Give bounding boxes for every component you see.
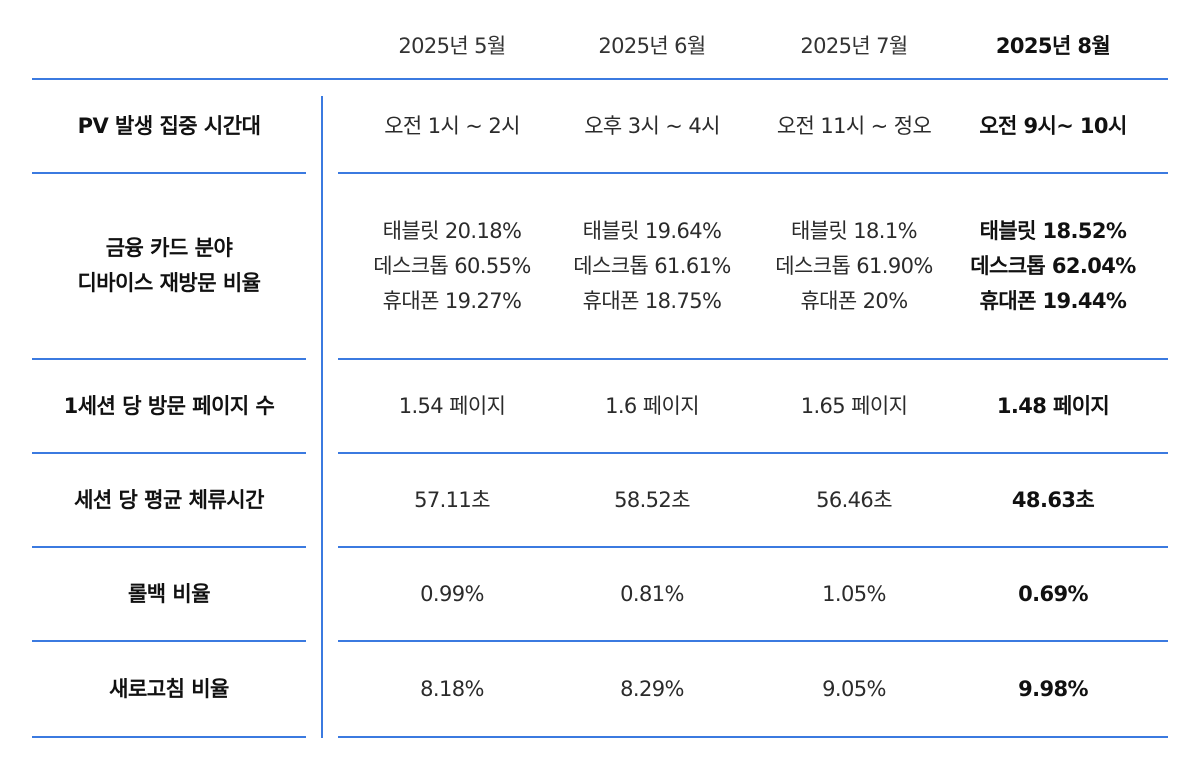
header-divider (32, 78, 1168, 80)
value-cell: 오전 11시 ~ 정오 (776, 113, 932, 138)
value-line: 태블릿 18.52% (979, 218, 1127, 243)
row-divider (338, 358, 1168, 360)
value-line: 데스크톱 61.90% (775, 253, 933, 278)
value-cell: 1.65 페이지 (800, 393, 908, 418)
label-column-divider (321, 96, 323, 738)
column-header-june: 2025년 6월 (598, 33, 706, 58)
value-cell-highlight: 태블릿 18.52% 데스크톱 62.04% 휴대폰 19.44% (953, 174, 1153, 358)
value-line: 데스크톱 61.61% (573, 253, 731, 278)
value-cell-highlight: 0.69% (1018, 581, 1088, 606)
row-label-refresh-ratio: 새로고침 비율 (109, 676, 229, 701)
row-divider (32, 546, 306, 548)
value-cell: 태블릿 18.1% 데스크톱 61.90% 휴대폰 20% (754, 174, 954, 358)
column-header-august: 2025년 8월 (995, 33, 1111, 58)
row-divider (338, 452, 1168, 454)
value-line: 휴대폰 19.27% (382, 288, 522, 313)
row-divider (32, 640, 306, 642)
value-line: 데스크톱 60.55% (373, 253, 531, 278)
value-cell: 8.29% (620, 676, 684, 701)
value-line: 휴대폰 19.44% (979, 288, 1127, 313)
row-label-device-revisit: 금융 카드 분야 디바이스 재방문 비율 (32, 174, 306, 358)
row-divider (32, 358, 306, 360)
value-cell-highlight: 오전 9시~ 10시 (979, 113, 1127, 138)
value-cell: 1.05% (822, 581, 886, 606)
value-line: 휴대폰 20% (800, 288, 908, 313)
value-line: 휴대폰 18.75% (582, 288, 722, 313)
row-label-rollback-ratio: 롤백 비율 (127, 581, 211, 606)
value-cell-highlight: 9.98% (1018, 676, 1088, 701)
row-label-avg-session-duration: 세션 당 평균 체류시간 (74, 487, 264, 512)
value-line: 태블릿 18.1% (791, 218, 918, 243)
value-cell: 태블릿 20.18% 데스크톱 60.55% 휴대폰 19.27% (352, 174, 552, 358)
value-cell-highlight: 48.63초 (1011, 487, 1095, 512)
value-cell: 오전 1시 ~ 2시 (384, 113, 520, 138)
value-cell: 0.81% (620, 581, 684, 606)
value-cell: 56.46초 (816, 487, 892, 512)
value-line: 태블릿 20.18% (382, 218, 522, 243)
value-cell: 오후 3시 ~ 4시 (584, 113, 720, 138)
value-cell-highlight: 1.48 페이지 (996, 393, 1110, 418)
table-bottom-rule (32, 736, 306, 738)
column-header-july: 2025년 7월 (800, 33, 908, 58)
row-label-line: 디바이스 재방문 비율 (77, 271, 261, 295)
row-divider (338, 640, 1168, 642)
row-label-pages-per-session: 1세션 당 방문 페이지 수 (63, 393, 275, 418)
value-cell: 태블릿 19.64% 데스크톱 61.61% 휴대폰 18.75% (552, 174, 752, 358)
value-cell: 0.99% (420, 581, 484, 606)
value-cell: 8.18% (420, 676, 484, 701)
value-cell: 57.11초 (414, 487, 490, 512)
row-divider (338, 172, 1168, 174)
row-label-line: 금융 카드 분야 (105, 236, 233, 260)
value-line: 데스크톱 62.04% (970, 253, 1136, 278)
value-cell: 9.05% (822, 676, 886, 701)
row-divider (338, 546, 1168, 548)
column-header-may: 2025년 5월 (398, 33, 506, 58)
row-label-pv-peak-time: PV 발생 집중 시간대 (77, 113, 261, 138)
row-divider (32, 452, 306, 454)
value-cell: 58.52초 (614, 487, 690, 512)
value-line: 태블릿 19.64% (582, 218, 722, 243)
value-cell: 1.6 페이지 (605, 393, 699, 418)
row-divider (32, 172, 306, 174)
value-cell: 1.54 페이지 (398, 393, 506, 418)
table-bottom-rule (338, 736, 1168, 738)
